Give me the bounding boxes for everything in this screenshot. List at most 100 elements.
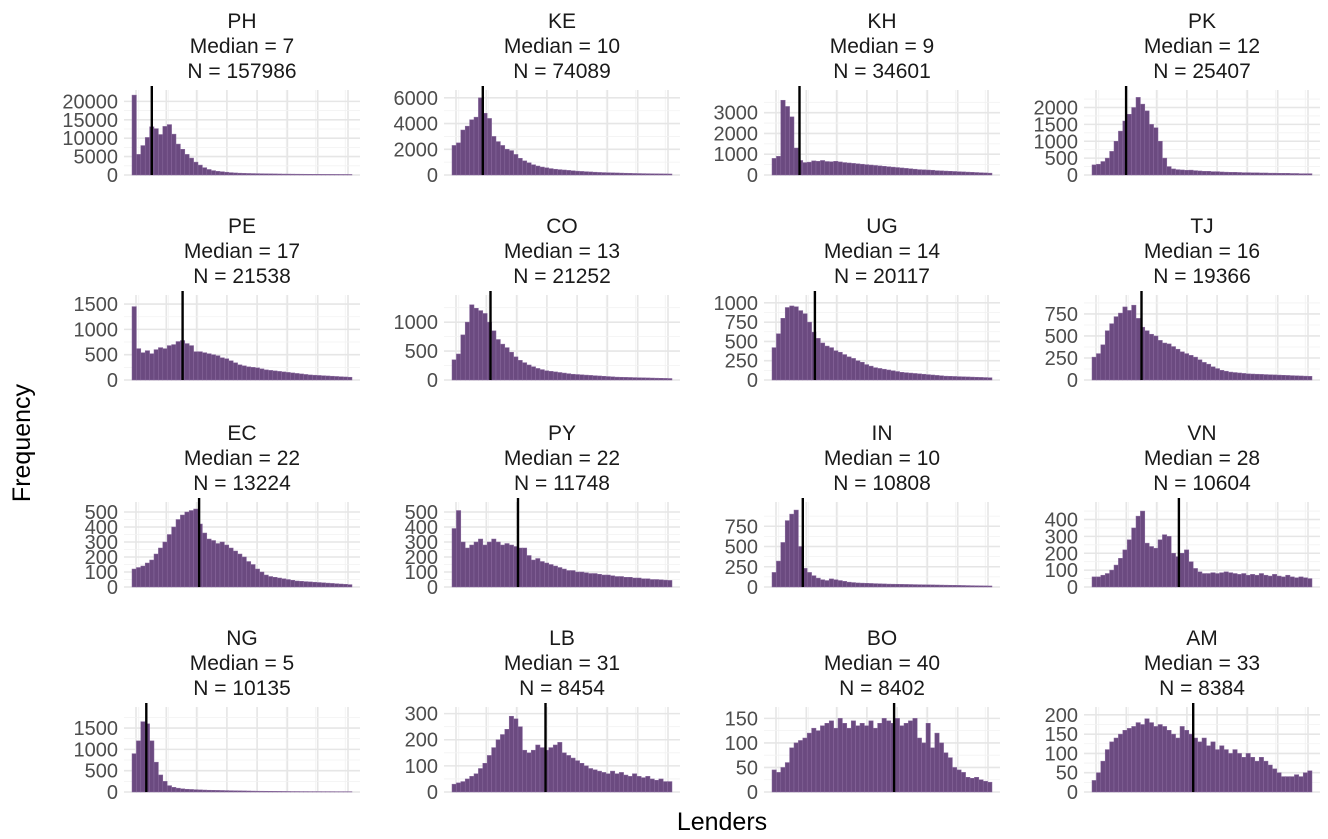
panel-pk-bar [1223, 171, 1229, 176]
panel-ke-bar [605, 172, 611, 176]
panel-py-ytick-label: 500 [405, 502, 438, 524]
panel-co-bar [504, 347, 510, 381]
panel-tj-bar [1096, 353, 1102, 381]
panel-ke-bar [574, 170, 580, 176]
panel-ec-bar [210, 540, 216, 588]
panel-pk-ytick-label: 0 [1067, 165, 1078, 187]
panel-ke-bar [596, 172, 602, 176]
panel-ug-bar [934, 375, 940, 381]
panel-am-ytick-label: 50 [1056, 763, 1078, 785]
panel-ng-bar [232, 790, 238, 793]
panel-pe-bar [232, 362, 238, 381]
panel-ng-bar [241, 790, 247, 793]
panel-ph-bar [312, 174, 318, 176]
panel-ug-bar [921, 373, 927, 381]
panel-ec-bar [338, 583, 344, 588]
panel-tj-bar [1289, 375, 1295, 381]
panel-py-bar [522, 547, 528, 588]
panel-vn-bar [1236, 574, 1242, 588]
panel-co-bar [667, 378, 673, 381]
panel-tj-bar [1091, 356, 1097, 381]
panel-ng-bar [268, 791, 274, 793]
panel-ec-title-country: EC [227, 422, 256, 445]
panel-ug-bar [842, 354, 848, 381]
panel-co-ytick-label: 0 [427, 370, 438, 392]
panel-vn-bar [1100, 574, 1106, 588]
panel-kh-bar [921, 169, 927, 176]
panel-am-title-n: N = 8384 [1159, 677, 1245, 700]
panel-ph-bar [250, 173, 256, 176]
panel-kh-bar [974, 172, 980, 176]
panel-ng-ytick-label: 0 [107, 782, 118, 804]
panel-tj-bar [1267, 374, 1273, 381]
panel-bo-bar [947, 757, 953, 793]
panel-ec-bar [246, 561, 252, 588]
panel-am-bar [1140, 724, 1146, 793]
panel-lb-bar [566, 755, 572, 793]
panel-am-bar [1236, 753, 1242, 793]
panel-bo-bar [833, 727, 839, 793]
panel-pe-bar [334, 376, 340, 381]
panel-tj-bar [1276, 374, 1282, 381]
panel-ug-bar [855, 360, 861, 381]
panel-py-bar [486, 541, 492, 588]
panel-ug-bar [837, 351, 843, 381]
panel-ph-bar [219, 171, 225, 176]
panel-ec-bar [347, 584, 353, 588]
panel-pe-bar [320, 375, 326, 381]
panel-bo-bar [886, 720, 892, 793]
panel-ph-bar [281, 173, 287, 176]
panel-tj-bar [1148, 333, 1154, 381]
panel-co-bar [513, 356, 519, 381]
panel-lb-bar [539, 747, 545, 793]
panel-kh-bar [960, 171, 966, 176]
panel-py-bar [579, 571, 585, 588]
panel-kh-bar [930, 169, 936, 176]
panel-pk-bar [1166, 166, 1172, 176]
panel-pk-bar [1267, 172, 1273, 176]
panel-ec-title-median: Median = 22 [184, 447, 300, 470]
panel-bo-ytick-label: 50 [736, 757, 758, 779]
panel-ng-bar [140, 721, 146, 793]
panel-pe-bar [307, 374, 313, 381]
panel-tj-bar [1118, 312, 1124, 381]
panel-ec-bar [334, 583, 340, 588]
panel-ng-bar [210, 790, 216, 793]
panel-py-bar [473, 541, 479, 588]
panel-pk-bar [1298, 173, 1304, 176]
panel-lb-ytick-label: 100 [405, 756, 438, 778]
panel-pk-ytick-label: 2000 [1034, 98, 1079, 120]
panel-co-bar [618, 376, 624, 381]
panel-ke-bar [658, 173, 664, 176]
panel-ke-bar [508, 150, 514, 176]
panel-py-title-median: Median = 22 [504, 447, 620, 470]
panel-pk-bar [1140, 103, 1146, 176]
panel-py-bar [456, 510, 462, 588]
panel-pk-bar [1109, 151, 1115, 176]
panel-bo-ytick-label: 100 [725, 733, 758, 755]
panel-am-bar [1254, 760, 1260, 793]
panel-co-bar [473, 308, 479, 381]
panel-ug-bar [899, 372, 905, 381]
panel-ng-bar [153, 761, 159, 793]
panel-bo-bar [938, 742, 944, 793]
panel-pk-bar [1214, 171, 1220, 176]
panel-ke-bar [636, 173, 642, 176]
panel-vn-ytick-label: 400 [1045, 510, 1078, 532]
panel-ug-ytick-label: 500 [725, 331, 758, 353]
panel-am-bar [1104, 749, 1110, 793]
panel-pe-bar [171, 344, 177, 381]
panel-in-title-n: N = 10808 [833, 472, 931, 495]
panel-lb-title-median: Median = 31 [504, 652, 620, 675]
panel-co-bar [592, 375, 598, 381]
panel-py-bar [526, 555, 532, 588]
panel-ng-bar [215, 790, 221, 793]
panel-pk-bar [1280, 173, 1286, 176]
panel-vn-bar [1298, 576, 1304, 588]
